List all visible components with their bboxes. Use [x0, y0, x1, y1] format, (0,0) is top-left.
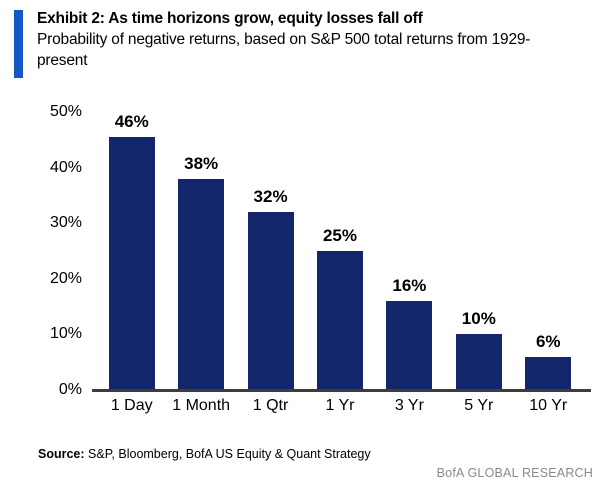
bofa-global-research-wordmark: BofA GLOBAL RESEARCH [436, 466, 593, 480]
y-tick-label: 30% [49, 214, 82, 232]
exhibit-subtitle: Probability of negative returns, based o… [37, 31, 531, 69]
x-category-label: 1 Month [172, 397, 231, 414]
bar [386, 301, 433, 390]
bar-column: 38% [166, 112, 235, 390]
x-category-label: 10 Yr [529, 397, 568, 414]
x-axis-baseline [92, 389, 591, 392]
y-tick-label: 20% [49, 269, 82, 287]
bar [455, 334, 502, 390]
bar-value-label: 38% [184, 153, 219, 173]
y-axis-tick-labels: 50% 40% 30% 20% 10% 0% [28, 103, 82, 398]
y-tick-label: 40% [49, 158, 82, 176]
source-note: Source: S&P, Bloomberg, BofA US Equity &… [38, 447, 371, 461]
plot-columns: 46% 38% 32% 25% 16% 10% 6% [97, 112, 583, 390]
bar-column: 16% [375, 112, 444, 390]
x-category-label: 5 Yr [464, 397, 494, 414]
x-category-label: 3 Yr [394, 397, 424, 414]
bar-column: 10% [444, 112, 513, 390]
bar-value-label: 25% [322, 226, 357, 245]
bar-value-label: 16% [392, 276, 427, 295]
y-tick-label: 10% [49, 325, 82, 343]
accent-bar [14, 10, 23, 78]
bar [247, 212, 294, 390]
bar [178, 178, 225, 390]
bar-value-label: 32% [253, 187, 288, 207]
bar-column: 25% [305, 112, 374, 390]
bar-column: 32% [236, 112, 305, 390]
source-text: S&P, Bloomberg, BofA US Equity & Quant S… [88, 447, 371, 461]
y-tick-label: 50% [49, 103, 82, 120]
y-tick-label: 0% [58, 381, 82, 398]
x-category-label: 1 Day [110, 397, 153, 414]
bar-column: 46% [97, 112, 166, 390]
x-axis-category-labels: 1 Day 1 Month 1 Qtr 1 Yr 3 Yr 5 Yr 10 Yr [97, 397, 583, 415]
bar-value-label: 10% [461, 309, 496, 329]
bar-chart-plot-area: 46% 38% 32% 25% 16% 10% 6% [92, 112, 591, 392]
x-category-label: 1 Yr [325, 397, 355, 414]
source-label: Source: [38, 447, 85, 461]
bar-value-label: 46% [114, 112, 149, 131]
bar [316, 251, 363, 390]
x-category-label: 1 Qtr [252, 397, 289, 414]
bar-value-label: 6% [535, 331, 561, 351]
bar [108, 137, 155, 390]
exhibit-title: Exhibit 2: As time horizons grow, equity… [37, 10, 423, 27]
bar [525, 356, 572, 390]
bar-column: 6% [514, 112, 583, 390]
